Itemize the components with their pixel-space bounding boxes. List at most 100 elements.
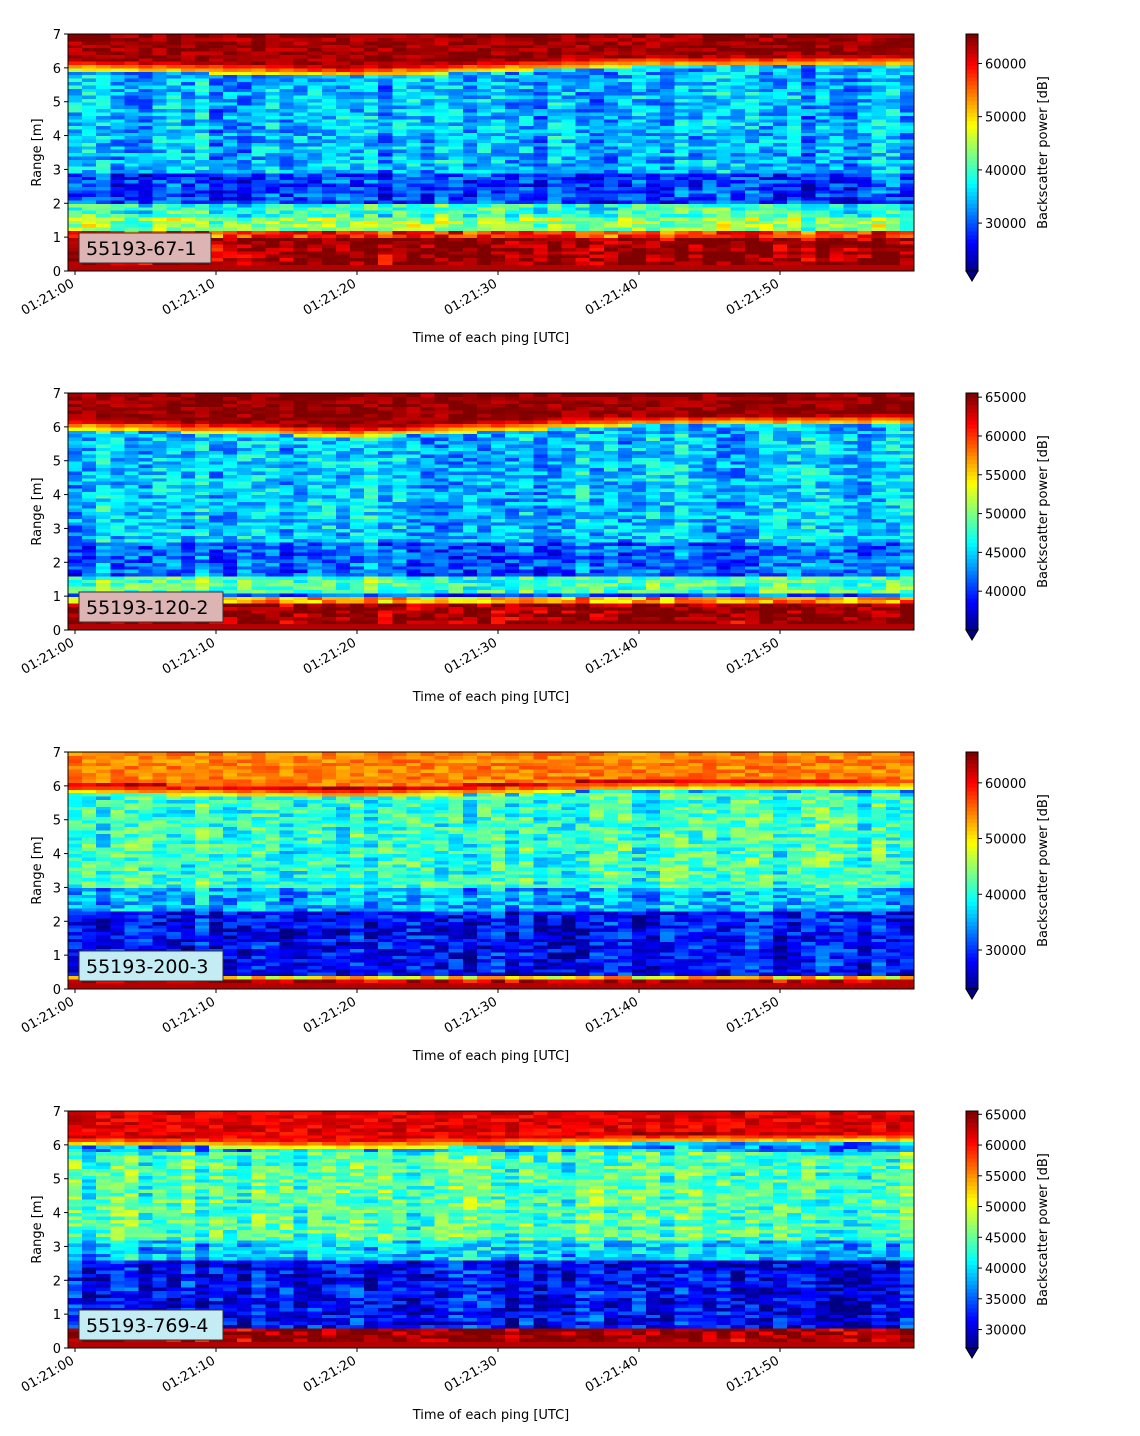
heatmap-cell bbox=[167, 34, 182, 38]
colorbar-swatch bbox=[966, 38, 978, 42]
heatmap-cell bbox=[110, 34, 125, 38]
heatmap-cell bbox=[322, 34, 337, 38]
heatmap-cell bbox=[251, 34, 266, 38]
heatmap-cell bbox=[139, 393, 154, 397]
heatmap-cell bbox=[576, 34, 591, 38]
colorbar-tick-label: 50000 bbox=[985, 111, 1026, 126]
heatmap-cell bbox=[858, 34, 873, 38]
colorbar-swatch bbox=[966, 34, 978, 38]
colorbar-tick-label: 40000 bbox=[985, 164, 1026, 179]
colorbar-swatch bbox=[966, 188, 978, 192]
colorbar-swatch bbox=[966, 81, 978, 85]
colorbar-swatch bbox=[966, 109, 978, 113]
colorbar-swatch bbox=[966, 204, 978, 208]
colorbar-swatch bbox=[966, 149, 978, 153]
colorbar-swatch bbox=[966, 196, 978, 200]
y-tick-label: 3 bbox=[53, 163, 61, 178]
heatmap-cell bbox=[294, 34, 309, 38]
heatmap-cell bbox=[308, 34, 323, 38]
heatmap-cell bbox=[801, 34, 816, 38]
colorbar-swatch bbox=[966, 232, 978, 236]
colorbar-swatch bbox=[966, 117, 978, 121]
heatmap-cell bbox=[562, 34, 577, 38]
heatmap-cell bbox=[773, 34, 788, 38]
heatmap-cell bbox=[378, 34, 393, 38]
heatmap-cell bbox=[618, 34, 633, 38]
heatmap-cell bbox=[703, 34, 718, 38]
heatmap-cell bbox=[547, 34, 562, 38]
heatmap-cell bbox=[731, 34, 746, 38]
heatmap-cell bbox=[181, 393, 196, 397]
colorbar-swatch bbox=[966, 66, 978, 70]
heatmap-cell bbox=[406, 34, 421, 38]
colorbar-swatch bbox=[966, 208, 978, 212]
colorbar-swatch bbox=[966, 247, 978, 251]
x-tick-label: 01:21:30 bbox=[442, 276, 500, 318]
colorbar-swatch bbox=[966, 239, 978, 243]
colorbar-swatch bbox=[966, 129, 978, 133]
colorbar-swatch bbox=[966, 156, 978, 160]
colorbar-swatch bbox=[966, 137, 978, 141]
colorbar-swatch bbox=[966, 74, 978, 78]
heatmap-cell bbox=[96, 34, 111, 38]
heatmap-cell bbox=[491, 34, 506, 38]
colorbar-swatch bbox=[966, 113, 978, 117]
heatmap-cell bbox=[674, 34, 689, 38]
colorbar-swatch bbox=[966, 70, 978, 74]
colorbar-swatch bbox=[966, 121, 978, 125]
heatmap-cell bbox=[110, 393, 125, 397]
colorbar-swatch bbox=[966, 259, 978, 263]
colorbar-swatch bbox=[966, 212, 978, 216]
heatmap-cell bbox=[195, 34, 210, 38]
y-tick-label: 2 bbox=[53, 197, 61, 212]
colorbar-swatch bbox=[966, 164, 978, 168]
heatmap-cell bbox=[96, 393, 111, 397]
colorbar-swatch bbox=[966, 50, 978, 54]
heatmap-cell bbox=[463, 34, 478, 38]
y-axis-label: Range [m] bbox=[30, 118, 45, 186]
heatmap-cell bbox=[759, 34, 774, 38]
colorbar-swatch bbox=[966, 93, 978, 97]
colorbar-swatch bbox=[966, 153, 978, 157]
y-tick-label: 7 bbox=[53, 28, 61, 43]
heatmap-cell bbox=[237, 34, 252, 38]
heatmap-cell bbox=[477, 34, 492, 38]
heatmap-cell bbox=[153, 34, 168, 38]
heatmap-cell bbox=[505, 34, 520, 38]
heatmap-cell bbox=[519, 34, 534, 38]
heatmap-cell bbox=[449, 34, 464, 38]
heatmap-cell bbox=[872, 34, 887, 38]
colorbar-extend-arrow bbox=[966, 271, 978, 281]
heatmap-cell bbox=[124, 393, 139, 397]
heatmap-cell bbox=[533, 34, 548, 38]
heatmap-cell bbox=[392, 34, 407, 38]
heatmap-cell bbox=[82, 393, 97, 397]
heatmap-cell bbox=[350, 34, 365, 38]
colorbar-swatch bbox=[966, 180, 978, 184]
colorbar-swatch bbox=[966, 200, 978, 204]
colorbar-swatch bbox=[966, 125, 978, 129]
heatmap-cell bbox=[886, 34, 901, 38]
colorbar-swatch bbox=[966, 141, 978, 145]
heatmap-cell bbox=[153, 393, 168, 397]
colorbar-swatch bbox=[966, 263, 978, 267]
heatmap-cell bbox=[82, 34, 97, 38]
x-tick-label: 01:21:00 bbox=[19, 276, 77, 318]
y-tick-label: 4 bbox=[53, 130, 61, 145]
colorbar-swatch bbox=[966, 172, 978, 176]
x-axis-label: Time of each ping [UTC] bbox=[412, 331, 570, 346]
colorbar-swatch bbox=[966, 224, 978, 228]
heatmap-cell bbox=[223, 34, 238, 38]
colorbar-swatch bbox=[966, 133, 978, 137]
heatmap-cell bbox=[139, 34, 154, 38]
heatmap-cell bbox=[124, 34, 139, 38]
colorbar-swatch bbox=[966, 85, 978, 89]
heatmap-cell bbox=[900, 34, 915, 38]
colorbar-swatch bbox=[966, 176, 978, 180]
sensor-tag: 55193-67-1 bbox=[86, 238, 196, 260]
colorbar-swatch bbox=[966, 42, 978, 46]
colorbar-swatch bbox=[966, 184, 978, 188]
colorbar-swatch bbox=[966, 235, 978, 239]
